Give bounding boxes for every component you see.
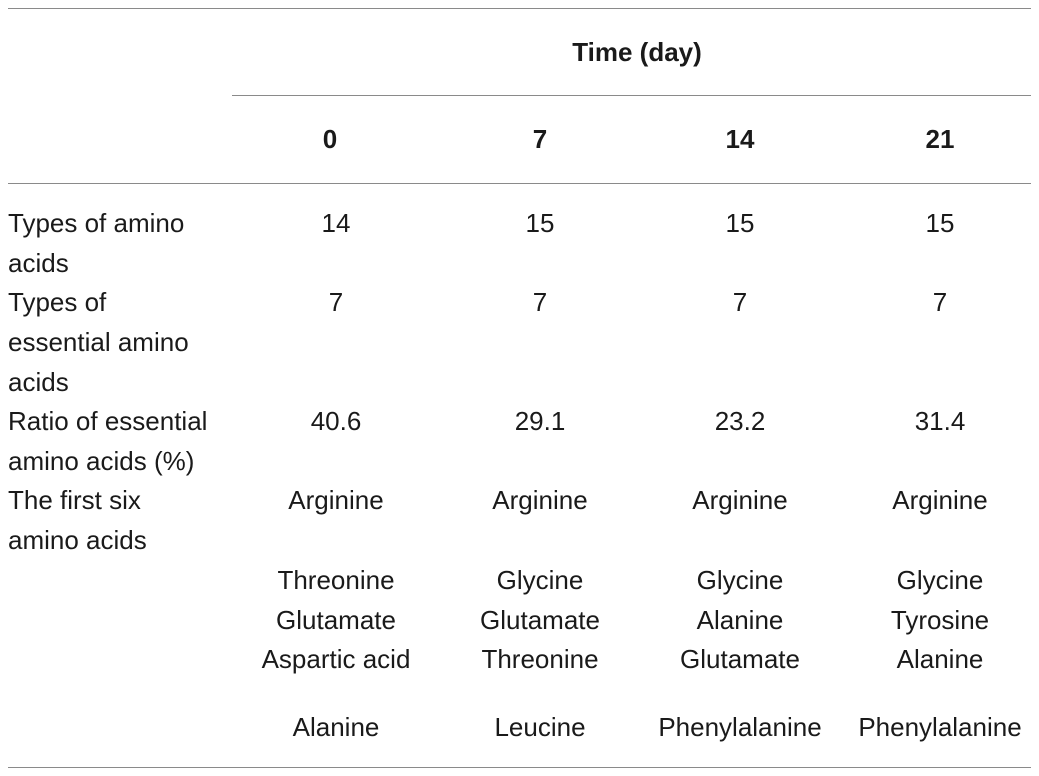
row-label-line: amino acids [8, 525, 147, 555]
amino-acid-entry: Alanine [896, 644, 984, 674]
amino-acid-entry: Phenylalanine [658, 712, 822, 742]
amino-acid-entry: Glycine [696, 565, 784, 595]
amino-acid-entry: Phenylalanine [858, 712, 1022, 742]
table-cell: 31.4 [914, 406, 966, 436]
table-cell: 7 [932, 287, 948, 317]
row-label-line: Types of [8, 287, 107, 317]
amino-acid-entry: Glutamate [480, 605, 600, 635]
amino-acid-entry: Arginine [492, 485, 588, 515]
bottom-rule [8, 767, 1031, 768]
table-cell: 7 [532, 287, 548, 317]
table-cell: 7 [328, 287, 344, 317]
row-label-line: acids [8, 367, 69, 397]
amino-acid-entry: Glycine [896, 565, 984, 595]
row-label-line: Types of amino [8, 208, 185, 238]
amino-acid-entry: Alanine [696, 605, 784, 635]
row-label-line: amino acids (%) [8, 446, 195, 476]
table-cell: 15 [525, 208, 555, 238]
table-cell: 15 [925, 208, 955, 238]
amino-acid-entry: Arginine [288, 485, 384, 515]
table-cell: 14 [321, 208, 351, 238]
row-label-line: Ratio of essential [8, 406, 208, 436]
row-label-line: essential amino [8, 327, 189, 357]
amino-acid-entry: Arginine [692, 485, 788, 515]
table-cell: 29.1 [514, 406, 566, 436]
group-header-rule [232, 95, 1031, 96]
amino-acid-entry: Threonine [277, 565, 395, 595]
amino-acid-entry: Leucine [494, 712, 586, 742]
table-cell: 40.6 [310, 406, 362, 436]
amino-acid-entry: Tyrosine [890, 605, 990, 635]
amino-acid-entry: Glutamate [680, 644, 800, 674]
group-header: Time (day) [572, 37, 702, 67]
column-header-day-0: 0 [322, 124, 338, 154]
amino-acid-entry: Glutamate [276, 605, 396, 635]
amino-acid-entry: Glycine [496, 565, 584, 595]
row-label-line: The first six [8, 485, 141, 515]
top-rule [8, 8, 1031, 9]
amino-acid-entry: Arginine [892, 485, 988, 515]
column-header-day-21: 21 [925, 124, 955, 154]
amino-acid-entry: Aspartic acid [261, 644, 411, 674]
row-label-line: acids [8, 248, 69, 278]
table-cell: 23.2 [714, 406, 766, 436]
amino-acid-entry: Threonine [481, 644, 599, 674]
table-cell: 7 [732, 287, 748, 317]
column-header-rule [8, 183, 1031, 184]
column-header-day-14: 14 [725, 124, 755, 154]
amino-acid-entry: Alanine [292, 712, 380, 742]
column-header-day-7: 7 [532, 124, 548, 154]
table-cell: 15 [725, 208, 755, 238]
